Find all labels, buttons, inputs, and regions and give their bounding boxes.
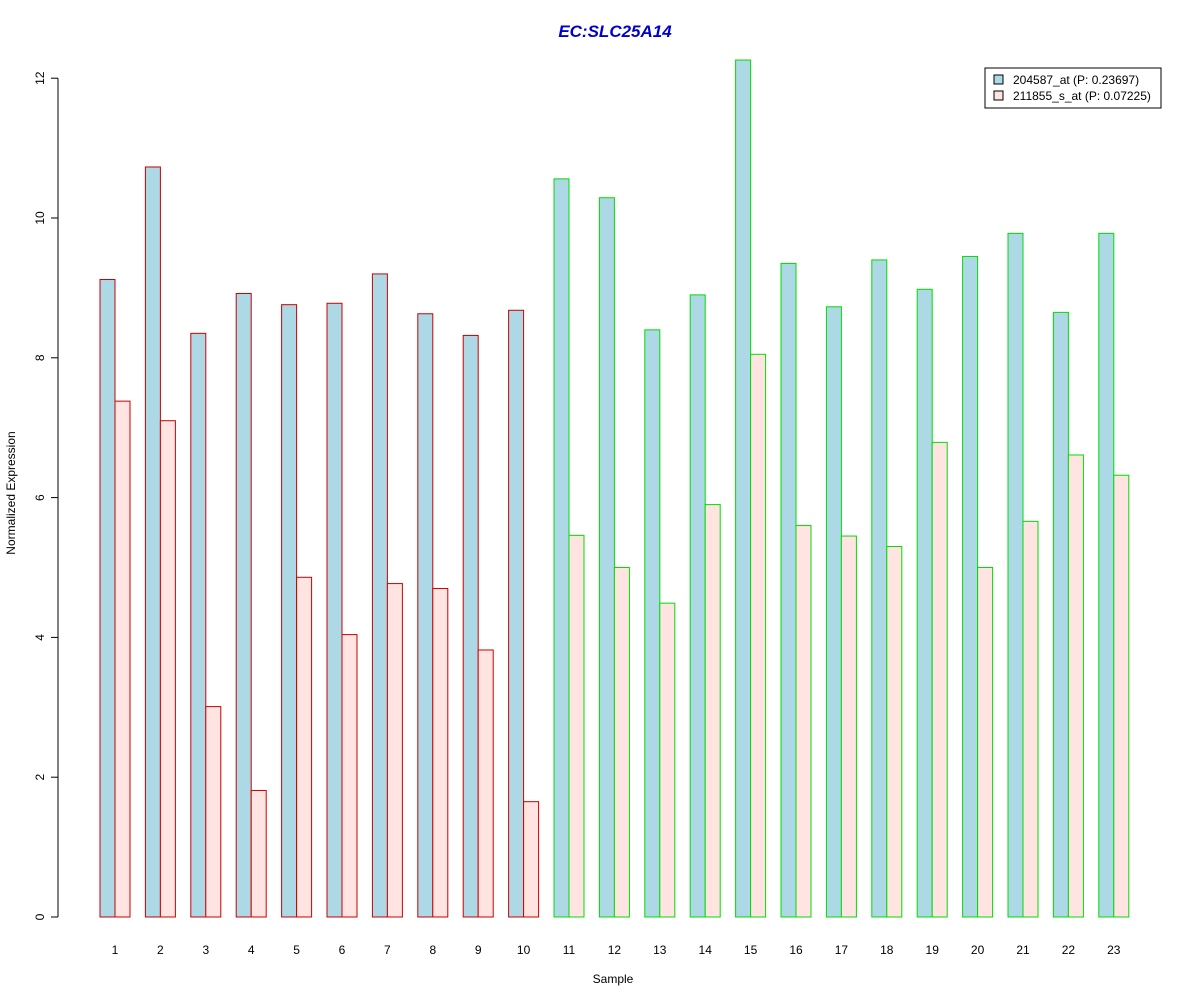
x-tick-label: 20 (971, 943, 985, 957)
bar-series-1-sample-12 (598, 197, 615, 918)
bar-series-2-sample-14 (704, 504, 721, 918)
x-tick-label: 21 (1016, 943, 1030, 957)
x-tick-label: 15 (744, 943, 758, 957)
bar-series-2-sample-8 (432, 587, 449, 918)
bar-series-2-sample-9 (477, 649, 494, 918)
bar-series-2-sample-1 (114, 400, 131, 918)
x-tick-label: 6 (339, 943, 346, 957)
bars (99, 59, 1130, 918)
y-tick-label: 12 (33, 71, 47, 85)
bar-series-2-sample-4 (250, 789, 267, 918)
x-tick-label: 3 (202, 943, 209, 957)
bar-series-1-sample-21 (1007, 232, 1024, 918)
y-tick-label: 6 (33, 494, 47, 501)
x-tick-label: 18 (880, 943, 894, 957)
x-axis-label: Sample (593, 972, 634, 986)
x-tick-label: 16 (789, 943, 803, 957)
bar-series-2-sample-6 (341, 634, 358, 918)
x-tick-label: 22 (1062, 943, 1076, 957)
bar-series-2-sample-15 (750, 353, 767, 918)
bar-series-1-sample-23 (1098, 232, 1115, 918)
bar-series-2-sample-21 (1022, 520, 1039, 918)
bar-series-2-sample-2 (159, 420, 176, 918)
x-tick-label: 8 (429, 943, 436, 957)
y-axis: 0 2 4 6 8 10 12 (33, 71, 59, 920)
bar-series-2-sample-3 (205, 706, 222, 918)
bar-series-1-sample-9 (462, 334, 479, 918)
bar-series-1-sample-20 (962, 255, 979, 918)
bar-series-2-sample-16 (795, 525, 812, 918)
bar-series-1-sample-18 (871, 259, 888, 918)
bar-series-1-sample-6 (326, 302, 343, 918)
bar-series-1-sample-7 (371, 273, 388, 918)
legend-label-series-1: 204587_at (P: 0.23697) (1013, 73, 1139, 87)
x-tick-label: 23 (1107, 943, 1121, 957)
bar-series-2-sample-11 (568, 534, 585, 918)
legend-swatch-series-1 (993, 74, 1004, 85)
x-tick-label: 5 (293, 943, 300, 957)
bar-series-1-sample-3 (190, 332, 207, 918)
bar-series-2-sample-22 (1067, 454, 1084, 918)
y-axis-label: Normalized Expression (4, 431, 18, 554)
bar-series-2-sample-5 (296, 576, 313, 918)
bar-series-1-sample-17 (825, 306, 842, 918)
legend-label-series-2: 211855_s_at (P: 0.07225) (1013, 89, 1151, 103)
bar-series-2-sample-12 (613, 567, 630, 918)
bar-series-1-sample-4 (235, 292, 252, 918)
bar-series-1-sample-14 (689, 294, 706, 918)
chart-title: EC:SLC25A14 (558, 22, 672, 41)
bar-series-2-sample-18 (886, 546, 903, 918)
legend: 204587_at (P: 0.23697) 211855_s_at (P: 0… (984, 67, 1162, 109)
y-tick-label: 10 (33, 211, 47, 225)
legend-box (984, 67, 1162, 109)
y-tick-label: 8 (33, 354, 47, 361)
bar-series-1-sample-5 (281, 304, 298, 918)
x-tick-label: 14 (699, 943, 713, 957)
y-tick-label: 4 (33, 634, 47, 641)
y-tick-label: 2 (33, 774, 47, 781)
bar-series-1-sample-2 (144, 166, 161, 918)
x-tick-label: 11 (563, 943, 576, 957)
bar-series-1-sample-8 (417, 313, 434, 918)
bar-series-2-sample-10 (523, 801, 540, 918)
x-tick-label: 10 (517, 943, 531, 957)
bar-series-1-sample-11 (553, 178, 570, 918)
x-tick-labels: 1 2 3 4 5 6 7 8 9 10 11 12 13 14 15 16 17 18 19 20 21 22 23 (112, 943, 1121, 957)
bar-series-1-sample-13 (644, 329, 661, 918)
bar-series-1-sample-19 (916, 288, 933, 918)
x-tick-label: 13 (653, 943, 667, 957)
bar-series-1-sample-10 (508, 309, 525, 918)
bar-series-1-sample-15 (735, 59, 752, 918)
bar-series-1-sample-1 (99, 279, 116, 918)
x-tick-label: 17 (835, 943, 849, 957)
bar-series-2-sample-13 (659, 602, 676, 918)
bar-series-1-sample-16 (780, 262, 797, 918)
y-tick-label: 0 (33, 913, 47, 920)
x-tick-label: 9 (475, 943, 482, 957)
x-tick-label: 19 (926, 943, 940, 957)
bar-series-2-sample-7 (386, 583, 403, 918)
bar-series-1-sample-22 (1052, 311, 1069, 918)
bar-series-2-sample-20 (977, 567, 994, 918)
x-tick-label: 1 (112, 943, 119, 957)
x-tick-label: 4 (248, 943, 255, 957)
x-tick-label: 12 (608, 943, 622, 957)
bar-series-2-sample-23 (1113, 474, 1130, 918)
bar-series-2-sample-19 (931, 441, 948, 918)
bar-series-2-sample-17 (840, 535, 857, 918)
legend-swatch-series-2 (993, 90, 1004, 101)
x-tick-label: 7 (384, 943, 391, 957)
x-tick-label: 2 (157, 943, 164, 957)
